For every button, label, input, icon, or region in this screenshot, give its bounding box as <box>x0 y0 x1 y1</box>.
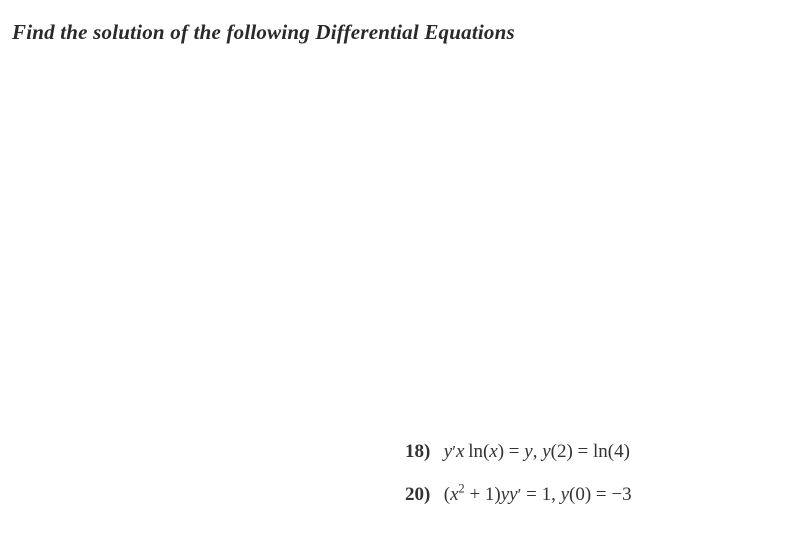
separator: , <box>533 441 543 462</box>
var-y: y <box>561 484 569 505</box>
var-x: x <box>489 441 497 462</box>
initial-condition: (2) = ln(4) <box>551 441 630 462</box>
var-y: y <box>444 441 452 462</box>
ln-open: ln( <box>468 441 489 462</box>
problem-number: 20) <box>405 483 439 508</box>
problem-equation: (x2 + 1)yy′ = 1, y(0) = −3 <box>444 484 632 505</box>
problem-item: 18) y′x ln(x) = y, y(2) = ln(4) <box>405 440 632 465</box>
problem-item: 20) (x2 + 1)yy′ = 1, y(0) = −3 <box>405 483 632 508</box>
var-y: y <box>542 441 550 462</box>
var-yy: yy <box>501 484 518 505</box>
page-heading: Find the solution of the following Diffe… <box>12 20 515 45</box>
equals-one: = 1, <box>521 484 560 505</box>
document-page: Find the solution of the following Diffe… <box>0 0 800 547</box>
problem-list: 18) y′x ln(x) = y, y(2) = ln(4) 20) (x2 … <box>405 440 632 525</box>
var-x: x <box>456 441 464 462</box>
problem-equation: y′x ln(x) = y, y(2) = ln(4) <box>444 441 630 462</box>
var-y: y <box>524 441 532 462</box>
problem-number: 18) <box>405 440 439 465</box>
plus-one-close: + 1) <box>465 484 501 505</box>
ln-close-eq: ) = <box>498 441 525 462</box>
var-x: x <box>450 484 458 505</box>
initial-condition: (0) = −3 <box>569 484 632 505</box>
